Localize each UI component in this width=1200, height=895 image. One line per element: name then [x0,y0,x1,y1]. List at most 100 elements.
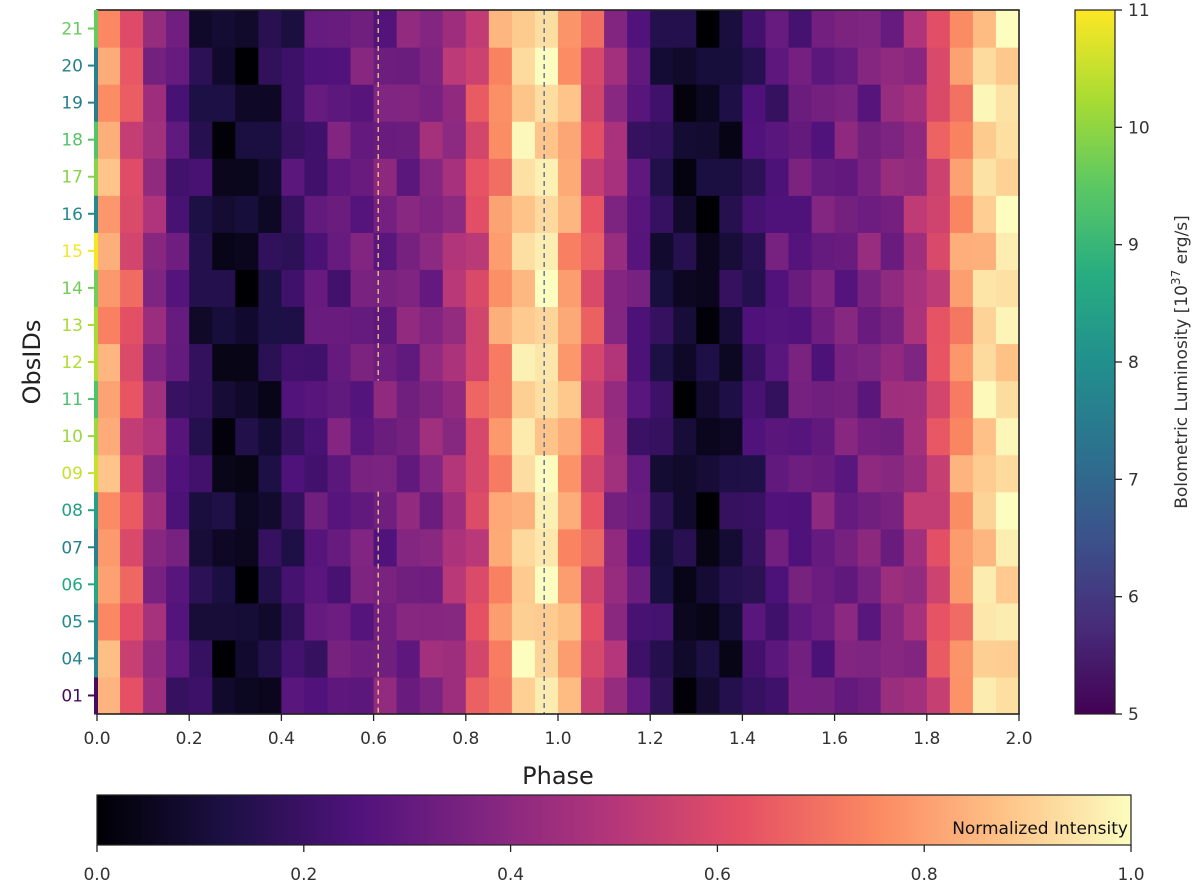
heatmap-cell [281,380,306,419]
heatmap-cell [627,306,651,345]
heatmap-cell [97,269,121,308]
heatmap-cell [235,158,259,196]
heatmap-cell [235,84,259,122]
heatmap-cell [442,528,467,567]
heatmap-cell [258,121,282,159]
heatmap-cell [235,528,259,567]
heatmap-cell [143,676,167,715]
heatmap-cell [880,454,905,493]
heatmap-cell [488,380,513,419]
heatmap-cell [627,121,651,159]
heatmap-cell [650,232,674,270]
heatmap-cell [511,195,536,233]
heatmap-cell [949,565,974,604]
heatmap-cell [696,528,720,567]
heatmap-cell [581,528,605,567]
heatmap-cell [673,454,697,493]
x-tick-label: 0.8 [452,729,479,749]
heatmap-cell [880,47,905,85]
heatmap-cell [650,565,674,604]
heatmap-cell [304,195,329,233]
heatmap-cell [788,121,813,159]
y-tick-label: 20 [61,57,83,77]
heatmap-cell [604,454,628,493]
heatmap-cell [419,158,444,196]
heatmap-cell [442,417,467,456]
heatmap-cell [327,528,352,567]
heatmap-cell [857,84,882,122]
heatmap-cell [235,602,259,641]
heatmap-cell [949,380,974,419]
heatmap-cell [281,602,306,641]
heatmap-cell [488,47,513,85]
heatmap-cell [719,306,743,345]
heatmap-cell [857,306,882,345]
heatmap-cell [189,454,213,493]
heatmap-cell [419,121,444,159]
heatmap-cell [811,195,836,233]
heatmap-cell [581,84,605,122]
heatmap-cell [581,232,605,270]
heatmap-cell [880,676,905,715]
heatmap-cell [627,602,651,641]
heatmap-cell [834,269,859,308]
y-tick-label: 09 [61,464,83,484]
heatmap-cell [143,269,167,308]
heatmap-cell [97,380,121,419]
heatmap-cell [396,639,421,678]
heatmap-cell [212,195,236,233]
x-tick-label: 0.2 [176,729,203,749]
heatmap-cell [143,232,167,270]
heatmap-cell [442,491,467,530]
heatmap-cell [534,565,559,604]
heatmap-cell [972,528,997,567]
heatmap-cell [604,195,628,233]
heatmap-cell [235,121,259,159]
heatmap-cell [419,639,444,678]
heatmap-cell [419,195,444,233]
heatmap-cell [488,565,513,604]
heatmap-cell [534,158,559,196]
heatmap-cell [488,602,513,641]
heatmap-cell [143,84,167,122]
heatmap-cell [350,306,375,345]
heatmap-cell [534,528,559,567]
heatmap-cell [995,232,1020,270]
heatmap-cell [97,232,121,270]
heatmap-cell [558,417,582,456]
heatmap-cell [488,417,513,456]
heatmap-cell [949,306,974,345]
heatmap-cell [880,269,905,308]
heatmap-cell [650,158,674,196]
heatmap-cell [627,84,651,122]
heatmap-cell [488,306,513,345]
heatmap-cell [166,121,190,159]
heatmap-cell [903,232,928,270]
heatmap-cell [903,454,928,493]
x-tick-label: 0.6 [360,729,387,749]
heatmap-cell [465,602,490,641]
heatmap-cell [627,676,651,715]
heatmap-cell [373,10,398,48]
heatmap-cell [465,676,490,715]
heatmap-cell [327,639,352,678]
heatmap-cell [97,84,121,122]
heatmap-cell [304,380,329,419]
heatmap-cell [995,158,1020,196]
heatmap-cell [581,639,605,678]
heatmap-cell [788,158,813,196]
heatmap-cell [534,47,559,85]
heatmap-cell [972,232,997,270]
heatmap-cell [396,269,421,308]
heatmap-cell [880,639,905,678]
heatmap-cell [788,232,813,270]
heatmap-cell [396,491,421,530]
y-axis-ticks: 01 04 05 06 07 08 09 10 11 12 13 14 15 16 17 18 19 20 21 [61,10,98,715]
heatmap-cell [465,195,490,233]
heatmap-cell [97,47,121,85]
heatmap-cell [719,232,743,270]
heatmap-cell [212,380,236,419]
heatmap-cell [558,491,582,530]
heatmap-cell [419,47,444,85]
heatmap-cell [281,343,306,382]
